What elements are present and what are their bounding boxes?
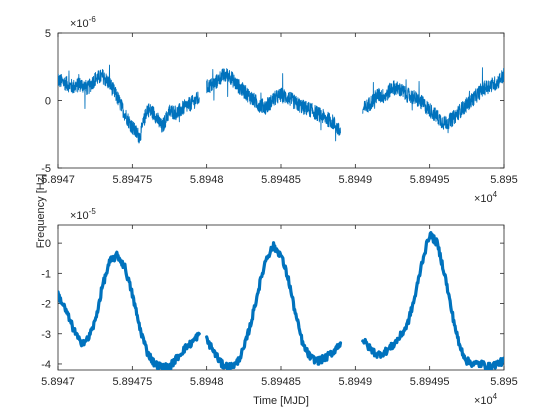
x-tick-label: 5.895 [490, 174, 518, 186]
series-line-segment-3 [361, 231, 504, 370]
x-tick-label: 5.8949 [339, 174, 373, 186]
x-exponent-label: ×104 [474, 392, 498, 407]
series-line-segment-3 [362, 67, 504, 134]
x-tick-label: 5.89475 [112, 174, 152, 186]
x-tick-label: 5.89485 [261, 174, 301, 186]
x-tick-label: 5.8948 [190, 376, 224, 388]
x-exponent-label: ×104 [474, 190, 498, 205]
y-tick-label: 0 [45, 96, 51, 108]
series-line-segment-2 [206, 68, 341, 142]
x-tick-label: 5.8947 [41, 376, 75, 388]
y-tick-label: 5 [45, 28, 51, 40]
y-exponent-label: ×10-5 [70, 207, 96, 222]
y-tick-label: -2 [41, 299, 51, 311]
x-axis-label: Time [MJD] [253, 395, 309, 407]
x-tick-label: 5.8949 [339, 376, 373, 388]
series-line-segment-1 [58, 64, 200, 144]
x-tick-label: 5.8948 [190, 174, 224, 186]
y-tick-label: 0 [45, 238, 51, 250]
chart-panel-1: 5.8947 5.89475 5.8948 5.89485 5.8949 5.89495 5… [41, 15, 518, 205]
x-tick-label: 5.89485 [261, 376, 301, 388]
y-tick-label: -1 [41, 268, 51, 280]
y-tick-label: -3 [41, 329, 51, 341]
chart-panel-2: 5.8947 5.89475 5.8948 5.89485 5.8949 5.89495 5… [41, 207, 518, 407]
x-tick-label: 5.895 [490, 376, 518, 388]
x-tick-label: 5.8947 [41, 174, 75, 186]
y-exponent-label: ×10-6 [70, 15, 96, 30]
shared-y-axis-label: Frequency [Hz] [35, 174, 47, 249]
series-line-segment-1 [58, 250, 201, 370]
x-tick-label: 5.89495 [410, 376, 450, 388]
series-line-segment-2 [205, 241, 343, 370]
y-tick-label: -5 [41, 163, 51, 175]
y-tick-label: -4 [41, 359, 51, 371]
x-tick-label: 5.89495 [410, 174, 450, 186]
x-tick-label: 5.89475 [112, 376, 152, 388]
